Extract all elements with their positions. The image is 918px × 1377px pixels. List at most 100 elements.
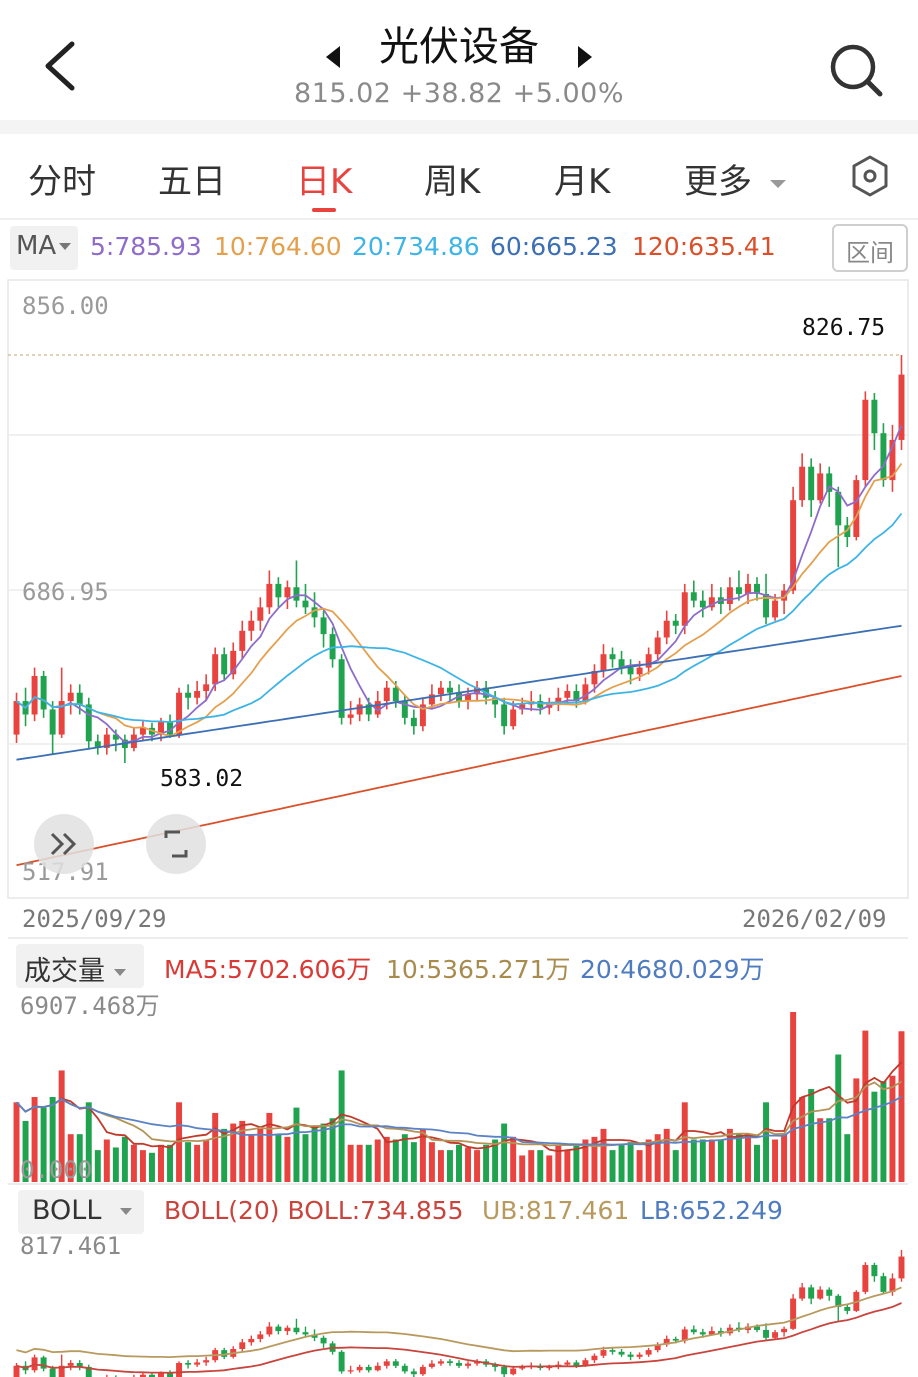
boll-candle-body bbox=[257, 1334, 264, 1339]
volume-bar bbox=[763, 1102, 770, 1182]
tab-more[interactable]: 更多 bbox=[684, 154, 787, 203]
tab-daily-k[interactable]: 日K bbox=[296, 162, 353, 202]
prev-stock-icon[interactable] bbox=[322, 44, 344, 70]
volume-bar bbox=[158, 1144, 164, 1182]
volume-bar bbox=[130, 1144, 137, 1182]
volume-bar bbox=[672, 1150, 679, 1182]
volume-ma10-line bbox=[15, 1080, 902, 1148]
indicator-select-label: MA bbox=[16, 231, 57, 261]
boll-candle-body bbox=[419, 1366, 426, 1375]
candle-body bbox=[772, 600, 779, 618]
settings-hexagon-icon[interactable] bbox=[850, 154, 890, 198]
candle-body bbox=[862, 399, 869, 481]
candle-body bbox=[320, 617, 327, 635]
tab-weekly-k[interactable]: 周K bbox=[424, 162, 481, 202]
boll-candle-body bbox=[681, 1329, 688, 1341]
volume-bar bbox=[772, 1139, 779, 1182]
price-quote: 815.02 +38.82 +5.00% bbox=[294, 78, 624, 109]
volume-bars bbox=[13, 1012, 905, 1182]
boll-candle-body bbox=[627, 1354, 634, 1357]
candle-body bbox=[754, 583, 760, 594]
volume-bar bbox=[103, 1139, 110, 1182]
volume-axis-zero: 0.000 bbox=[20, 1156, 93, 1184]
candle-body bbox=[239, 630, 246, 651]
back-arrow-icon[interactable] bbox=[30, 36, 90, 96]
boll-candle-body bbox=[564, 1362, 571, 1365]
boll-candle-body bbox=[85, 1366, 92, 1377]
ma20-line bbox=[15, 512, 903, 724]
boll-candle-body bbox=[275, 1326, 282, 1332]
volume-bar bbox=[600, 1128, 607, 1182]
candle-body bbox=[419, 704, 426, 727]
active-tab-indicator bbox=[312, 208, 336, 212]
candle-body bbox=[428, 694, 435, 705]
candle-body bbox=[49, 709, 56, 735]
volume-bar bbox=[266, 1112, 273, 1182]
indicator-select-volume[interactable]: 成交量 bbox=[16, 944, 144, 988]
candle-body bbox=[356, 704, 363, 715]
boll-candle-body bbox=[392, 1361, 399, 1366]
candle-body bbox=[474, 687, 481, 695]
candle-body bbox=[808, 466, 815, 501]
volume-bar bbox=[790, 1012, 797, 1182]
boll-candle-body bbox=[456, 1362, 462, 1366]
volume-bar bbox=[194, 1144, 201, 1182]
boll-candle-body bbox=[609, 1350, 616, 1352]
volume-bar bbox=[636, 1150, 643, 1182]
tab-five-day[interactable]: 五日 bbox=[158, 162, 226, 202]
volume-bar bbox=[40, 1107, 47, 1182]
volume-bar bbox=[31, 1097, 38, 1182]
indicator-select-ma[interactable]: MA bbox=[10, 226, 78, 270]
candle-body bbox=[284, 587, 291, 598]
boll-candle-body bbox=[158, 1372, 164, 1377]
volume-bar bbox=[510, 1136, 517, 1182]
search-icon[interactable] bbox=[826, 40, 886, 100]
candle-body bbox=[763, 593, 770, 618]
landscape-button[interactable] bbox=[146, 814, 206, 874]
candle-body bbox=[338, 659, 345, 718]
volume-bar bbox=[347, 1144, 354, 1182]
date-end: 2026/02/09 bbox=[742, 905, 887, 933]
boll-candle-body bbox=[826, 1289, 833, 1296]
expand-fullscreen-button[interactable] bbox=[34, 814, 94, 874]
volume-bar bbox=[76, 1134, 83, 1182]
candle-body bbox=[221, 654, 228, 675]
candle-body bbox=[699, 600, 706, 608]
tab-monthly-k[interactable]: 月K bbox=[554, 162, 611, 202]
boll-candle-body bbox=[185, 1362, 192, 1365]
candle-body bbox=[501, 704, 508, 727]
volume-bar bbox=[546, 1155, 553, 1182]
candle-body bbox=[726, 587, 733, 604]
candle-body bbox=[194, 691, 201, 698]
volume-bar bbox=[383, 1136, 390, 1182]
fullscreen-corner-icon bbox=[164, 830, 188, 858]
volume-bar bbox=[744, 1134, 751, 1182]
boll-candle-body bbox=[428, 1363, 435, 1367]
candle-body bbox=[708, 597, 715, 608]
candle-body bbox=[392, 687, 399, 702]
volume-bar bbox=[302, 1134, 309, 1182]
indicator-select-boll[interactable]: BOLL bbox=[18, 1190, 144, 1234]
candle-body bbox=[636, 667, 643, 675]
candle-body bbox=[167, 721, 174, 735]
boll-candle-body bbox=[781, 1328, 788, 1333]
volume-bar bbox=[726, 1128, 733, 1182]
ma5-line bbox=[15, 425, 903, 744]
candle-body bbox=[76, 692, 83, 705]
volume-bar bbox=[212, 1112, 219, 1182]
candle-body bbox=[67, 692, 74, 702]
volume-bar bbox=[871, 1091, 878, 1182]
volume-ma20: 20:4680.029万 bbox=[580, 955, 765, 984]
ma10-value: 10:764.60 bbox=[214, 232, 342, 261]
tab-intraday[interactable]: 分时 bbox=[28, 162, 96, 202]
ma60-line bbox=[16, 624, 902, 761]
next-stock-icon[interactable] bbox=[574, 44, 596, 70]
volume-bar bbox=[708, 1139, 715, 1182]
boll-candle-body bbox=[492, 1364, 499, 1367]
range-button[interactable]: 区间 bbox=[832, 224, 908, 272]
boll-candle-body bbox=[790, 1298, 797, 1329]
boll-upper-line bbox=[16, 1286, 902, 1359]
candle-body bbox=[871, 399, 878, 434]
low-price-marker: 583.02 bbox=[160, 766, 244, 792]
